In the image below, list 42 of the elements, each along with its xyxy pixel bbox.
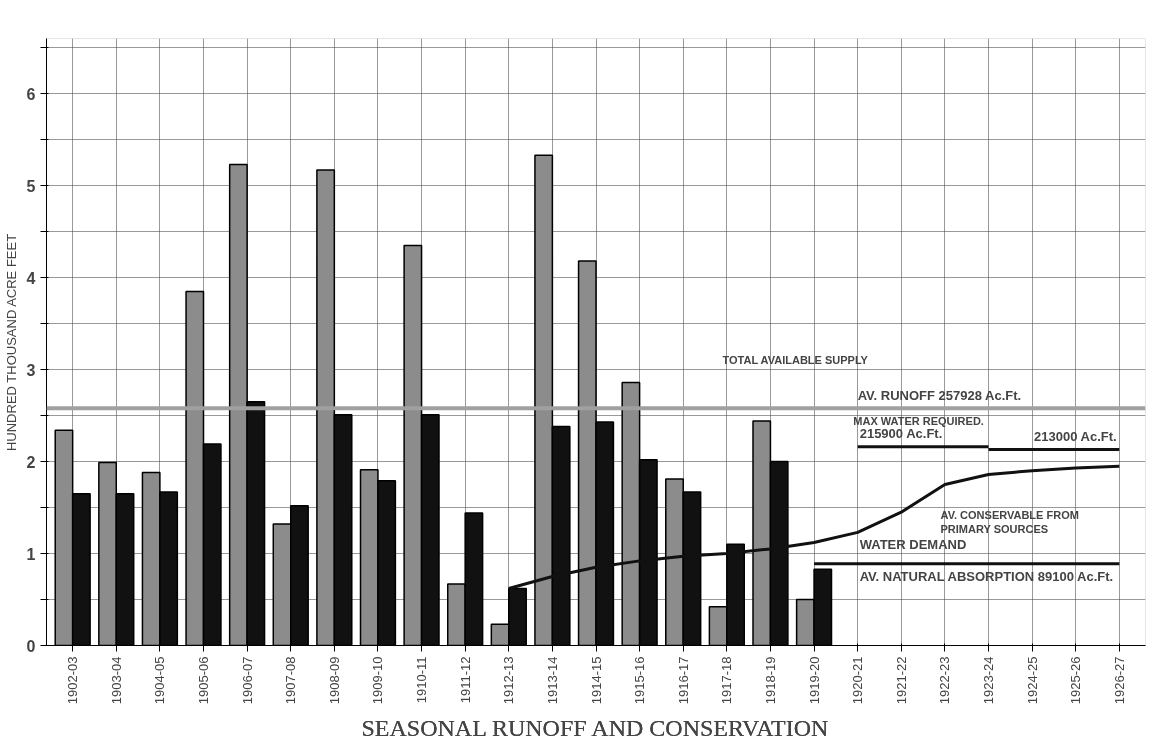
annotation: AV. CONSERVABLE FROM PRIMARY SOURCES — [940, 508, 1079, 536]
annotation: 213000 Ac.Ft. — [1034, 428, 1117, 444]
y-tick-label: 6 — [26, 85, 36, 103]
x-tick-label: 1921-22 — [893, 656, 909, 705]
x-tick-label: 1915-16 — [632, 656, 648, 705]
annotation: 215900 Ac.Ft. — [859, 425, 943, 441]
x-tick-label: 1918-19 — [762, 656, 778, 705]
x-tick-label: 1910-11 — [414, 656, 430, 704]
x-tick-label: 1907-08 — [283, 656, 299, 705]
annotation: WATER DEMAND — [859, 537, 967, 553]
y-tick-label: 2 — [26, 453, 36, 471]
x-tick-label: 1906-07 — [239, 656, 255, 705]
x-tick-label: 1926-27 — [1111, 656, 1127, 705]
x-tick-label: 1920-21 — [850, 656, 866, 705]
x-tick-label: 1925-26 — [1068, 656, 1084, 705]
x-tick-label: 1904-05 — [152, 656, 168, 705]
text: SEASONAL RUNOFF AND CONSERVATION — [361, 714, 829, 741]
y-tick-label: 4 — [26, 269, 36, 287]
x-tick-label: 1919-20 — [806, 656, 822, 705]
x-tick-label: 1916-17 — [675, 656, 691, 705]
x-tick-label: 1909-10 — [370, 656, 386, 705]
ref-line-label: AV. RUNOFF 257928 Ac.Ft. — [857, 388, 1022, 404]
x-tick-label: 1911-12 — [457, 656, 473, 704]
x-tick-label: 1903-04 — [108, 656, 124, 705]
y-tick-label: 3 — [26, 361, 36, 379]
y-tick-label: 5 — [26, 177, 36, 195]
annotation: AV. NATURAL ABSORPTION 89100 Ac.Ft. — [859, 568, 1114, 584]
x-tick-label: 1902-03 — [65, 656, 81, 705]
annotation: MAX WATER REQUIRED. — [853, 414, 984, 427]
x-tick-label: 1922-23 — [937, 656, 953, 705]
x-tick-label: 1914-15 — [588, 656, 604, 705]
x-tick-label: 1917-18 — [719, 656, 735, 705]
x-tick-label: 1912-13 — [501, 656, 517, 705]
annotation: TOTAL AVAILABLE SUPPLY — [722, 354, 869, 367]
y-axis-title: HUNDRED THOUSAND ACRE FEET — [3, 233, 19, 452]
y-tick-label: 0 — [26, 637, 36, 655]
x-tick-label: 1913-14 — [544, 656, 560, 705]
x-tick-label: 1905-06 — [196, 656, 211, 705]
x-tick-label: 1923-24 — [981, 656, 996, 705]
y-tick-label: 1 — [26, 545, 36, 563]
x-tick-label: 1924-25 — [1024, 656, 1040, 705]
x-tick-label: 1908-09 — [326, 656, 342, 705]
